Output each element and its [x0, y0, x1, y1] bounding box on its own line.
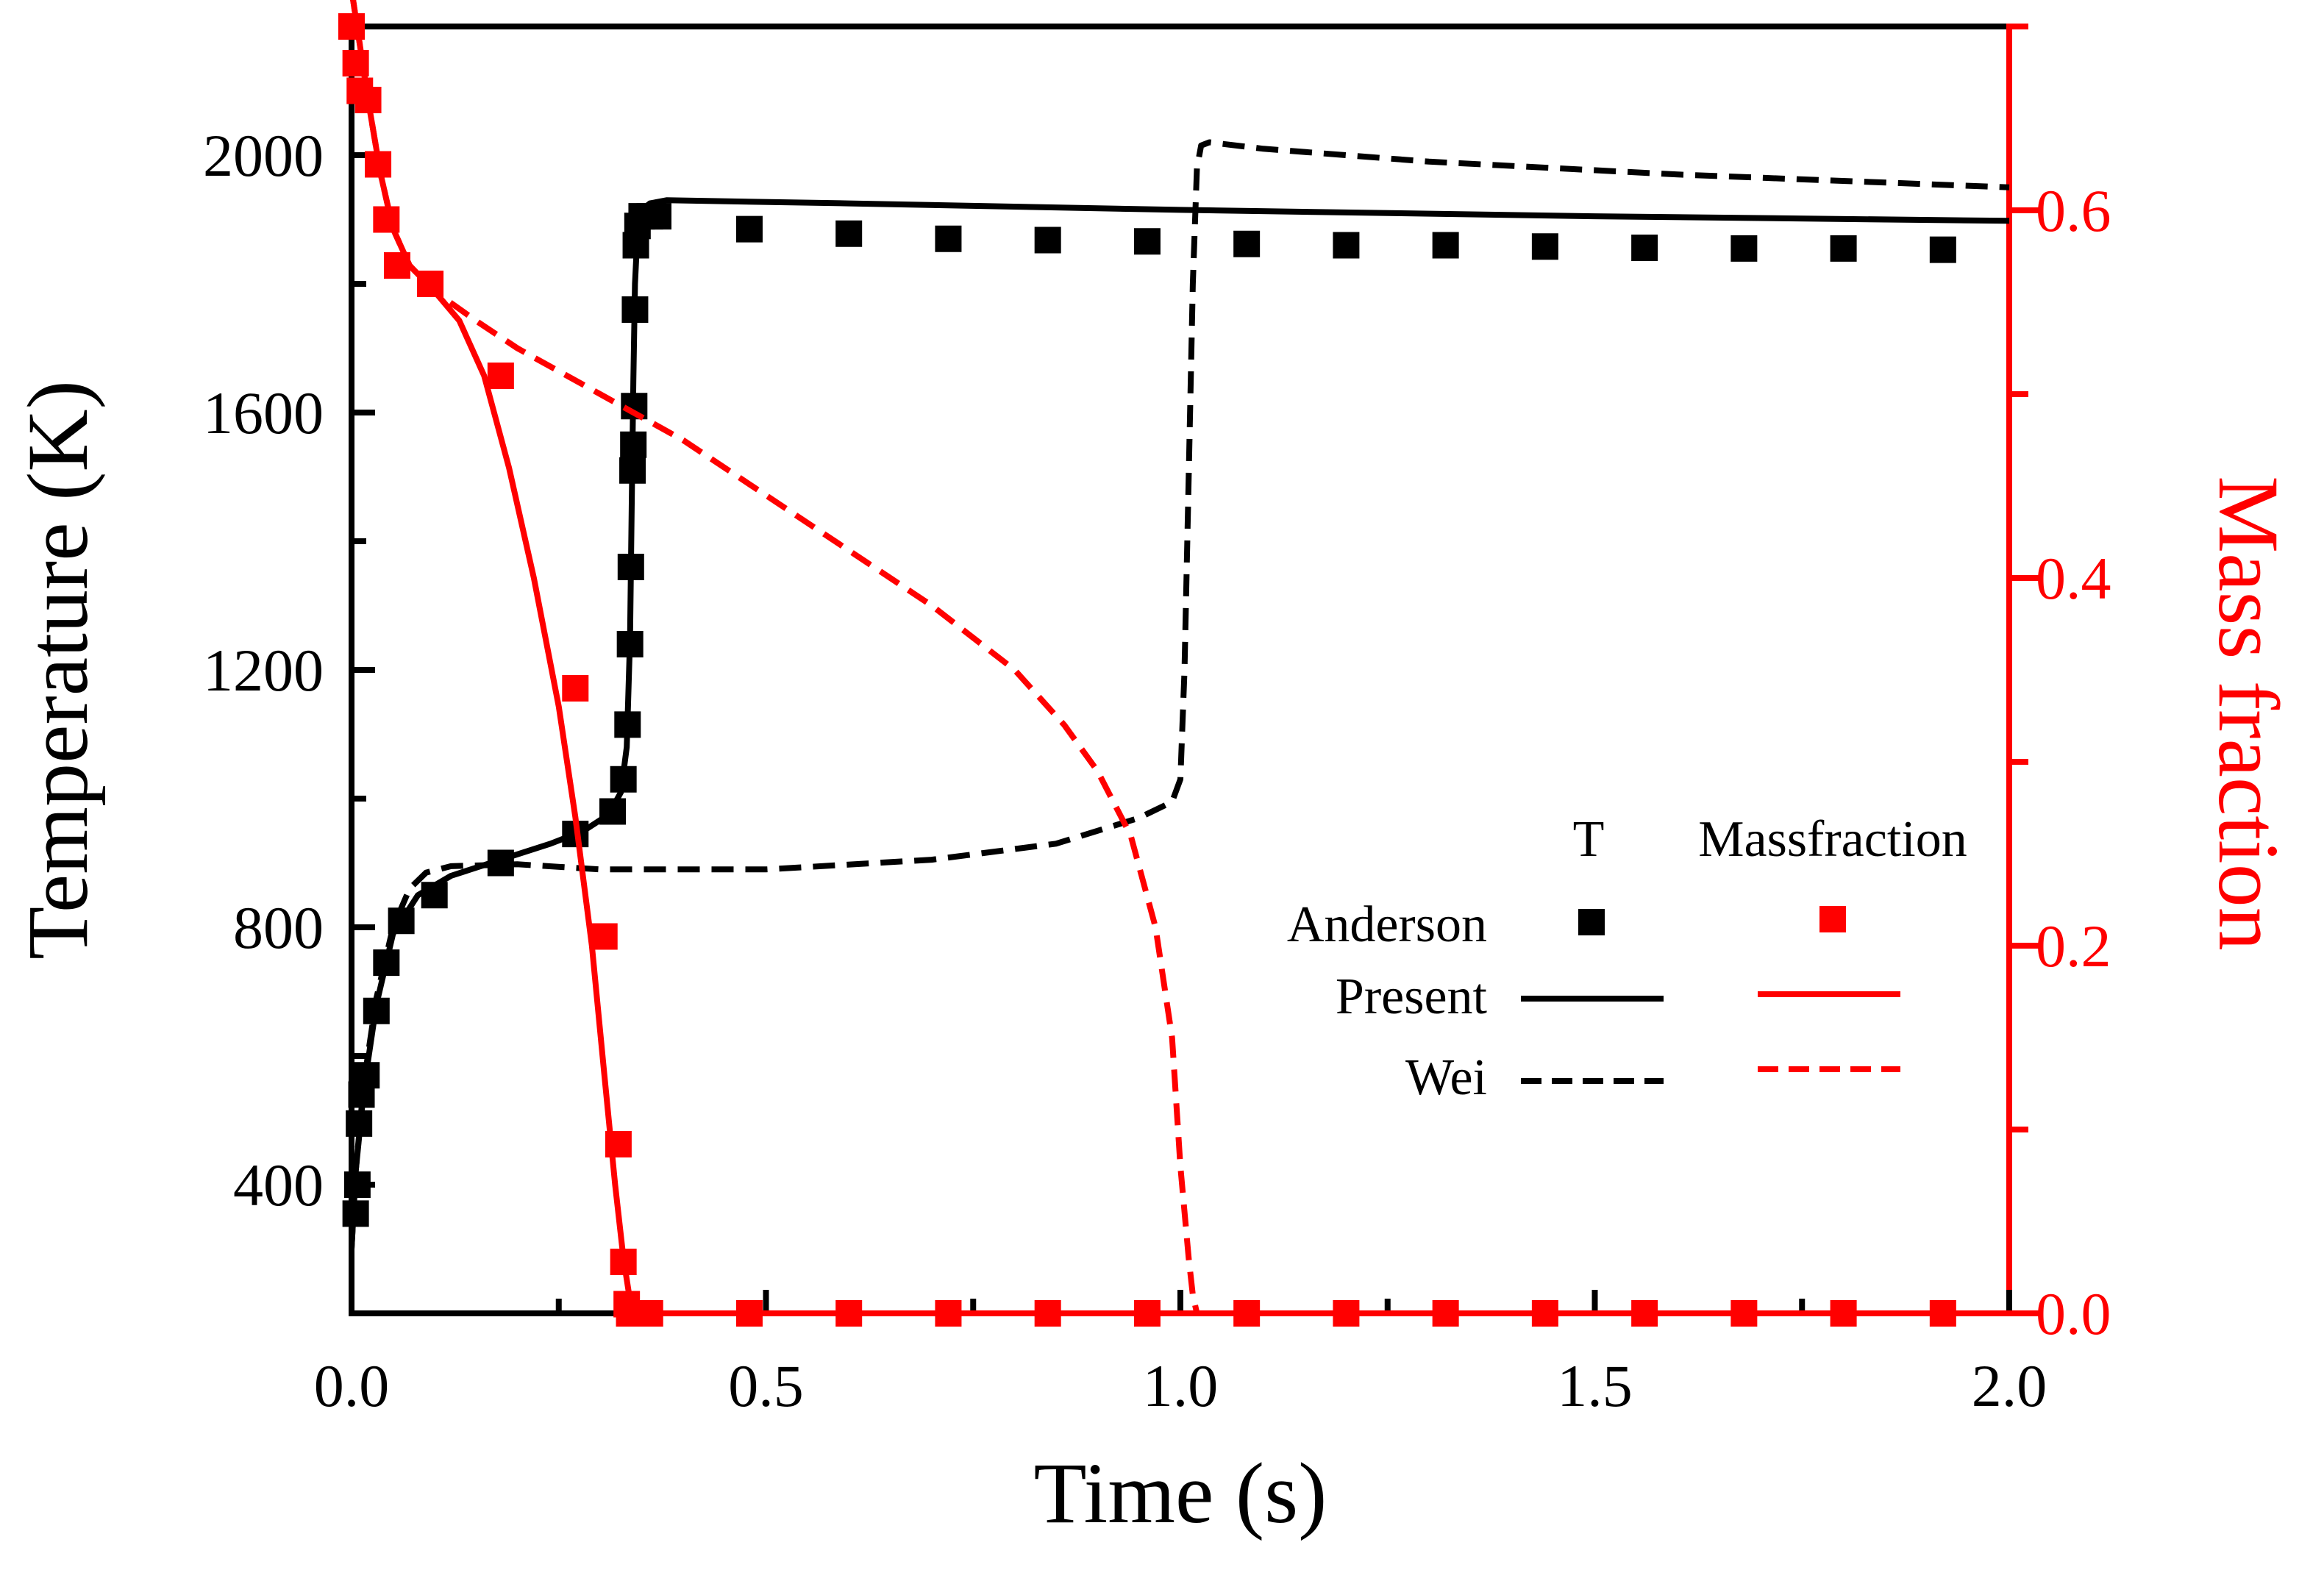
legend-label-wei: Wei — [1405, 1049, 1487, 1106]
data-point — [1730, 235, 1758, 262]
data-point — [1830, 235, 1857, 262]
y-right-tick-label: 0.2 — [2036, 913, 2111, 980]
data-point — [1531, 233, 1558, 260]
left-y-axis-label: Temperature (K) — [10, 380, 106, 960]
y-right-tick-label: 0.0 — [2036, 1280, 2111, 1347]
data-point — [1929, 236, 1956, 263]
data-point — [562, 675, 589, 702]
data-point — [591, 923, 618, 950]
data-point — [835, 220, 863, 247]
wei-massfraction-line — [350, 0, 2009, 1316]
data-point — [1432, 232, 1459, 259]
legend-label-anderson: Anderson — [1287, 896, 1487, 953]
data-point — [1333, 232, 1360, 259]
legend-header-t: T — [1573, 811, 1605, 868]
data-point — [935, 225, 962, 252]
series-layer — [338, 0, 2010, 1327]
legend: T Massfraction Anderson Present Wei — [1287, 811, 1967, 1106]
data-point — [735, 215, 763, 243]
axis-tick-labels: 0.0 0.5 1.0 1.5 2.0 400 800 1200 1600 2000 0.0 0.2 0… — [203, 122, 2111, 1419]
y-right-tick-label: 0.4 — [2036, 545, 2111, 612]
data-point — [1233, 230, 1261, 257]
data-point — [1133, 228, 1161, 255]
anderson-t-markers — [342, 203, 1956, 1227]
data-point — [1034, 226, 1061, 254]
legend-label-present: Present — [1336, 968, 1488, 1025]
y-left-tick-label: 800 — [233, 894, 324, 961]
wei-t-line — [349, 139, 2010, 1249]
right-y-axis-label: Mass fraction — [2200, 476, 2297, 951]
present-massfraction-line — [350, 0, 2009, 1316]
y-left-tick-label: 1200 — [203, 637, 324, 704]
data-point — [1631, 235, 1658, 261]
data-point — [487, 363, 514, 389]
y-left-tick-label: 1600 — [203, 379, 324, 446]
x-tick-label: 0.5 — [728, 1352, 804, 1419]
x-tick-label: 1.0 — [1143, 1352, 1219, 1419]
legend-marker-anderson-t — [1578, 909, 1605, 935]
y-right-tick-label: 0.6 — [2036, 177, 2111, 244]
x-tick-label: 1.5 — [1557, 1352, 1633, 1419]
y-left-tick-label: 2000 — [203, 122, 324, 189]
x-tick-label: 2.0 — [1972, 1352, 2047, 1419]
x-tick-label: 0.0 — [314, 1352, 390, 1419]
x-axis-label: Time (s) — [1034, 1445, 1327, 1541]
legend-marker-anderson-massfraction — [1819, 906, 1846, 932]
legend-header-massfraction: Massfraction — [1698, 811, 1967, 868]
y-left-tick-label: 400 — [233, 1152, 324, 1218]
